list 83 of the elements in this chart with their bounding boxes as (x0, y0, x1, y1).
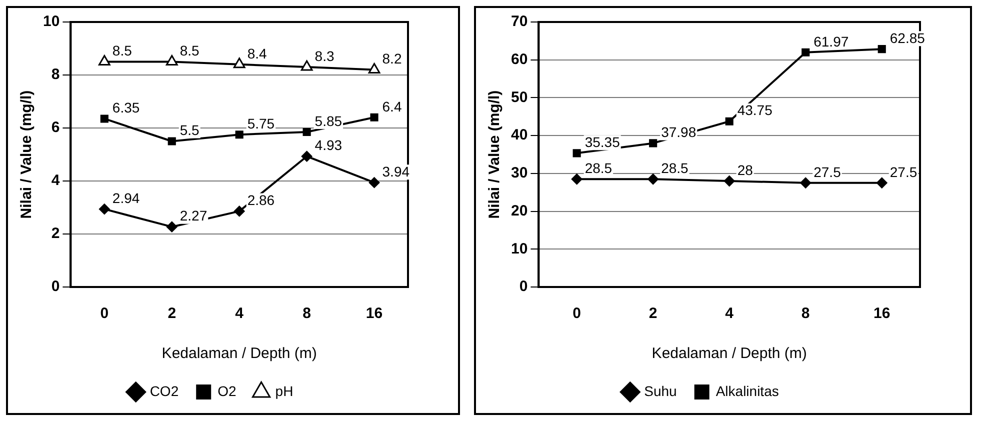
y-tick-label: 2 (51, 225, 60, 242)
point (234, 206, 245, 217)
x-tick-label: 4 (235, 305, 244, 322)
data-label: 43.75 (737, 102, 773, 118)
x-tick-label: 2 (168, 305, 176, 322)
y-tick-label: 0 (519, 278, 528, 296)
point (876, 177, 888, 188)
y-tick-label: 8 (51, 66, 60, 84)
point (98, 55, 110, 66)
point (166, 55, 178, 66)
legend-label: Suhu (644, 382, 677, 399)
y-tick-label: 30 (510, 164, 528, 182)
x-tick-label: 16 (874, 305, 890, 322)
y-tick-label: 0 (51, 278, 60, 296)
point (649, 139, 658, 148)
point (800, 177, 812, 188)
x-axis-title: Kedalaman / Depth (m) (162, 345, 317, 362)
data-label: 2.86 (247, 192, 275, 208)
point (724, 176, 735, 186)
legend-label: O2 (218, 382, 236, 399)
point (572, 149, 581, 158)
data-label: 8.4 (247, 45, 268, 62)
point (168, 137, 176, 146)
point (98, 204, 110, 215)
point (233, 58, 246, 68)
point (370, 113, 378, 122)
data-label: 28.5 (661, 160, 689, 176)
point (368, 177, 380, 188)
data-label: 3.94 (382, 163, 410, 180)
y-tick-label: 70 (510, 13, 528, 30)
data-label: 6.35 (112, 100, 140, 116)
x-tick-label: 0 (572, 305, 581, 322)
data-label: 8.3 (314, 48, 334, 64)
data-label: 27.5 (890, 164, 918, 180)
point (300, 60, 313, 71)
point (368, 62, 380, 74)
data-label: 62.85 (890, 30, 926, 46)
data-label: 8.2 (382, 50, 402, 67)
data-label: 5.5 (180, 122, 200, 138)
point (301, 150, 312, 162)
point (571, 174, 582, 185)
y-tick-label: 60 (510, 51, 528, 68)
legend-label: CO2 (150, 382, 179, 399)
legend-label: pH (275, 382, 294, 399)
data-label: 8.5 (180, 42, 200, 59)
x-tick-label: 8 (801, 305, 810, 322)
data-label: 6.4 (382, 98, 402, 114)
data-label: 61.97 (814, 33, 849, 50)
x-tick-label: 0 (100, 305, 109, 322)
y-axis-title: Nilai / Value (mg/l) (486, 90, 504, 219)
y-tick-label: 4 (51, 172, 60, 190)
y-tick-label: 50 (510, 88, 528, 106)
point (302, 128, 311, 136)
data-label: 28.5 (584, 160, 612, 176)
x-tick-label: 8 (302, 305, 311, 322)
x-tick-label: 4 (725, 305, 734, 322)
x-tick-label: 16 (366, 305, 383, 322)
data-label: 27.5 (814, 164, 842, 180)
data-label: 2.27 (180, 208, 208, 224)
y-tick-label: 20 (510, 202, 528, 220)
data-label: 5.85 (314, 112, 342, 129)
point (725, 117, 734, 126)
data-label: 4.93 (314, 137, 342, 154)
data-label: 37.98 (661, 124, 696, 140)
y-tick-label: 10 (42, 13, 60, 30)
data-label: 2.94 (112, 190, 140, 206)
x-axis-title: Kedalaman / Depth (m) (652, 345, 807, 362)
point (235, 130, 244, 139)
data-label: 28 (737, 162, 754, 178)
x-tick-label: 2 (648, 305, 658, 322)
y-axis-title: Nilai / Value (mg/l) (18, 90, 36, 219)
point (802, 48, 810, 56)
point (648, 174, 659, 185)
legend-label: Alkalinitas (716, 382, 779, 399)
data-label: 5.75 (247, 115, 275, 132)
y-tick-label: 10 (510, 240, 528, 258)
point (100, 114, 108, 123)
y-tick-label: 40 (510, 126, 528, 144)
data-label: 8.5 (112, 42, 132, 59)
point (166, 221, 178, 232)
data-label: 35.35 (584, 134, 620, 150)
point (878, 45, 886, 54)
y-tick-label: 6 (51, 119, 60, 136)
